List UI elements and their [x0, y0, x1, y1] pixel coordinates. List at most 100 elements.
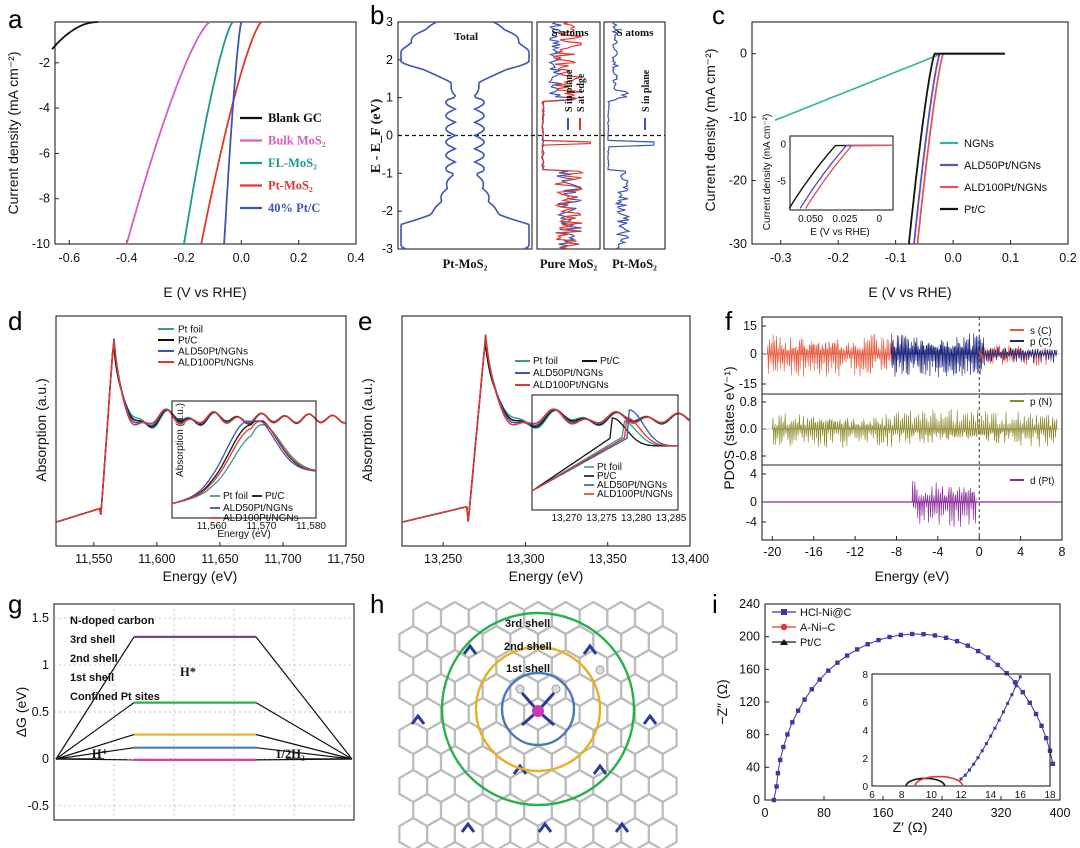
y-tick-label: 0 — [750, 347, 757, 361]
y-tick-label: 0 — [750, 495, 757, 509]
nyquist-point-hcl-ni-c — [932, 633, 938, 638]
legend-label: HCl-Ni@C — [800, 607, 852, 619]
y-tick-label: 0 — [386, 129, 393, 143]
inset-point — [972, 762, 976, 766]
legend-label: 3rd shell — [70, 634, 115, 646]
legend-label: ALD100Pt/NGNs — [178, 358, 254, 369]
curve-ald50pt-ngns — [913, 52, 1005, 245]
x-tick-label: -12 — [846, 545, 864, 559]
nitrogen-atom — [512, 763, 528, 775]
nitrogen-atom — [582, 643, 598, 655]
x-axis-label: Energy (eV) — [163, 568, 238, 584]
legend-label: ALD100Pt/NGNs — [964, 182, 1048, 194]
x-tick-label: 0 — [762, 806, 769, 820]
inset-x-tick-label: 18 — [1044, 790, 1056, 801]
legend-label: FL-MoS₂ — [268, 156, 317, 170]
legend-label: p (N) — [1030, 397, 1052, 408]
x-tick-label: -0.6 — [59, 251, 81, 265]
xanes-d-curve — [55, 347, 347, 523]
inset-y-tick-label: 0 — [780, 139, 786, 150]
y-axis-label: −Z″ (Ω) — [714, 679, 730, 724]
inset-hcl-tail — [960, 676, 1021, 780]
nitrogen-atom — [460, 821, 476, 833]
hex-ring — [647, 816, 678, 848]
legend-marker — [781, 609, 787, 615]
x-tick-label: -0.2 — [173, 251, 195, 265]
x-axis-label: E (V vs RHE) — [163, 284, 246, 300]
nyquist-point-hcl-ni-c — [809, 687, 815, 692]
hex-ring — [481, 816, 512, 848]
inset-point — [967, 768, 971, 772]
inset-x-axis-label: Energy (eV) — [217, 529, 270, 540]
nyquist-point-hcl-ni-c — [943, 635, 949, 640]
inset-x-tick-label: 0.025 — [832, 214, 857, 225]
y-tick-label: -10 — [32, 237, 50, 251]
connector — [255, 747, 353, 760]
legend-label: A-Ni–C — [800, 622, 836, 634]
y-tick-label: 0 — [753, 793, 760, 807]
nyquist-point-hcl-ni-c — [771, 797, 777, 803]
peak-label: H* — [180, 665, 196, 679]
curve-40-pt-c — [223, 21, 243, 245]
nyquist-point-hcl-ni-c — [795, 708, 801, 713]
nitrogen-atom — [537, 821, 553, 833]
legend-label: ALD50Pt/NGNs — [178, 347, 248, 358]
x-tick-label: -0.3 — [770, 251, 792, 265]
x-axis-label: Energy (eV) — [509, 568, 584, 584]
inset-x-tick-label: 11,560 — [197, 521, 227, 532]
nyquist-point-hcl-ni-c — [876, 637, 881, 643]
connector — [255, 702, 353, 760]
nyquist-point-hcl-ni-c — [835, 660, 840, 665]
nyquist-point-hcl-ni-c — [1033, 711, 1039, 717]
connector — [55, 747, 135, 760]
nitrogen-atom — [614, 821, 630, 833]
connector — [255, 636, 353, 760]
legend-label: ALD50Pt/NGNs — [533, 368, 603, 379]
panel-a-frame — [54, 21, 357, 245]
nyquist-point-hcl-ni-c — [965, 643, 970, 648]
inset-y-axis-label: Absorption (a.u.) — [175, 403, 186, 477]
y-tick-label: -20 — [729, 174, 747, 188]
legend-label: Pt-MoS₂ — [268, 179, 313, 193]
x-axis-label: Z′ (Ω) — [893, 819, 928, 835]
x-tick-label: -4 — [932, 545, 943, 559]
inset-curve — [171, 424, 317, 505]
y-tick-label: 0.0 — [740, 422, 757, 436]
y-tick-label: -0.8 — [735, 449, 757, 463]
pdos-p-c — [890, 332, 985, 378]
x-tick-label: -8 — [891, 545, 902, 559]
inset-point — [997, 718, 1001, 722]
legend-label: ALD50Pt/NGNs — [964, 160, 1042, 172]
legend-label: ALD100Pt/NGNs — [533, 380, 609, 391]
inset-curve — [531, 416, 678, 492]
xanes-e-curve — [401, 336, 691, 523]
curve-pt-mos- — [200, 21, 263, 245]
nyquist-point-hcl-ni-c — [774, 784, 779, 789]
nyquist-point-hcl-ni-c — [854, 647, 860, 652]
y-tick-label: 15 — [743, 319, 757, 333]
shell-ring-1 — [500, 671, 576, 747]
inset-point — [1010, 693, 1014, 697]
y-axis-label: Current density (mA cm⁻²) — [5, 52, 21, 215]
inset-x-tick-label: 10 — [926, 790, 938, 801]
y-axis-label: Current density (mA cm⁻²) — [702, 49, 718, 212]
legend-label: Confined Pt sites — [70, 691, 160, 703]
inset-point — [1014, 684, 1018, 688]
dos-total-left — [400, 21, 458, 250]
x-tick-label: 13,250 — [424, 552, 462, 566]
y-tick-label: -2 — [382, 204, 393, 218]
xanes-d-curve — [55, 347, 347, 523]
nyquist-point-hcl-ni-c — [790, 720, 795, 725]
inset-x-tick-label: 6 — [869, 790, 875, 801]
y-axis-label: ΔG (eV) — [13, 687, 29, 738]
y-tick-label: 120 — [739, 695, 760, 709]
inset-point — [980, 749, 984, 753]
y-tick-label: -3 — [382, 242, 393, 256]
legend-label: 2nd shell — [70, 653, 118, 665]
nyquist-point-hcl-ni-c — [844, 653, 850, 658]
subpanel-title: S atoms — [617, 27, 655, 39]
inset-legend-label: ALD50Pt/NGNs — [223, 503, 293, 514]
y-tick-label: -30 — [729, 237, 747, 251]
inset-x-tick-label: 13,275 — [586, 513, 617, 524]
legend-label: 40% Pt/C — [268, 201, 320, 215]
